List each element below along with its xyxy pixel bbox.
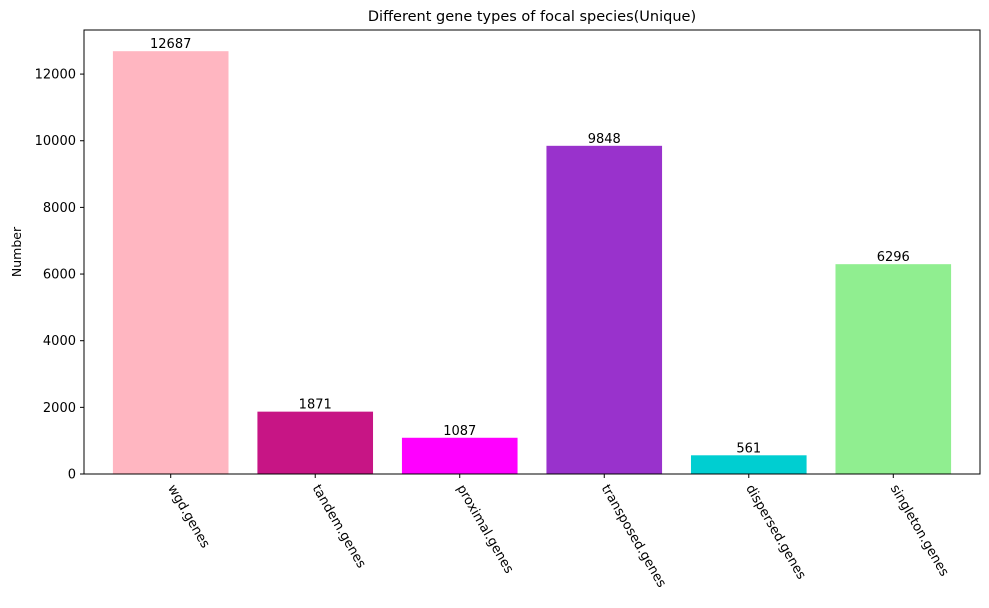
y-axis: 0 2000 4000 6000 8000 10000 12000 [35,68,84,483]
y-tick-label: 10000 [35,134,76,149]
value-label: 1871 [299,398,332,413]
value-label: 561 [736,441,761,456]
chart-title: Different gene types of focal species(Un… [368,9,696,25]
bar-singleton-genes [835,264,952,474]
y-tick-label: 0 [68,468,76,483]
value-label: 12687 [150,37,191,52]
x-tick-label: tandem.genes [309,482,369,571]
x-tick-label: transposed.genes [598,482,669,590]
x-tick-label: wgd.genes [164,482,212,551]
y-tick-label: 2000 [43,401,76,416]
bar-tandem-genes [257,411,374,474]
y-tick-label: 8000 [43,201,76,216]
x-tick-label: singleton.genes [887,482,952,579]
plot-frame [83,29,981,475]
x-tick-label: dispersed.genes [742,482,808,582]
y-tick-label: 6000 [43,268,76,283]
value-label: 6296 [877,250,910,265]
y-tick-label: 4000 [43,334,76,349]
x-axis: wgd.genes tandem.genes proximal.genes trans… [164,474,951,590]
y-tick-label: 12000 [35,68,76,83]
bar-wgd-genes [112,51,229,474]
value-label: 9848 [588,132,621,147]
x-tick-label: proximal.genes [453,482,516,576]
bar-dispersed-genes [690,455,807,474]
bar-transposed-genes [546,145,663,474]
value-label: 1087 [443,424,476,439]
bar-proximal-genes [401,437,518,474]
y-axis-label: Number [9,226,24,277]
value-labels-group: 12687 1871 1087 9848 561 6296 [150,37,910,456]
bars-group [112,51,952,474]
